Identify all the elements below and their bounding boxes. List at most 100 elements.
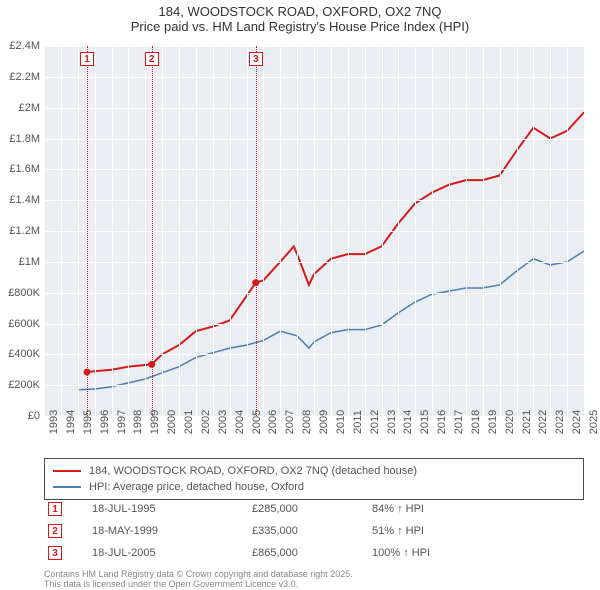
gridline-v	[61, 46, 62, 416]
chart-container: 184, WOODSTOCK ROAD, OXFORD, OX2 7NQ Pri…	[0, 0, 600, 590]
x-axis-label: 2013	[386, 410, 398, 434]
x-axis-label: 2021	[521, 410, 533, 434]
event-marker: 1	[80, 52, 94, 66]
footer-line: This data is licensed under the Open Gov…	[44, 580, 353, 590]
y-axis-label: £200K	[0, 379, 40, 391]
chart-plot-area: 1 2 3	[44, 46, 584, 416]
event-row: 3 18-JUL-2005 £865,000 100% ↑ HPI	[44, 542, 584, 564]
gridline-v	[314, 46, 315, 416]
event-price: £285,000	[252, 503, 372, 515]
gridline-v	[112, 46, 113, 416]
y-axis-label: £1M	[0, 256, 40, 268]
y-axis-label: £2.4M	[0, 40, 40, 52]
x-axis-label: 2005	[251, 410, 263, 434]
event-pct: 84% ↑ HPI	[372, 503, 492, 515]
title-block: 184, WOODSTOCK ROAD, OXFORD, OX2 7NQ Pri…	[0, 0, 600, 36]
legend-swatch	[53, 486, 81, 488]
gridline-v	[500, 46, 501, 416]
gridline-v	[365, 46, 366, 416]
event-price: £865,000	[252, 547, 372, 559]
gridline-v	[297, 46, 298, 416]
events-table: 1 18-JUL-1995 £285,000 84% ↑ HPI 2 18-MA…	[44, 498, 584, 564]
x-axis-label: 2000	[166, 410, 178, 434]
event-price: £335,000	[252, 525, 372, 537]
event-date: 18-JUL-1995	[92, 503, 252, 515]
gridline-v	[398, 46, 399, 416]
event-num: 2	[48, 524, 62, 538]
x-axis-label: 2025	[588, 410, 600, 434]
gridline-v	[78, 46, 79, 416]
y-axis-label: £800K	[0, 287, 40, 299]
x-axis-label: 2007	[284, 410, 296, 434]
gridline-v	[263, 46, 264, 416]
y-axis-label: £1.6M	[0, 163, 40, 175]
event-row: 2 18-MAY-1999 £335,000 51% ↑ HPI	[44, 520, 584, 542]
y-axis-label: £1.2M	[0, 225, 40, 237]
legend-swatch	[53, 470, 81, 472]
x-axis-label: 2023	[554, 410, 566, 434]
x-axis-label: 2016	[436, 410, 448, 434]
x-axis-label: 2024	[571, 410, 583, 434]
event-num: 3	[48, 546, 62, 560]
y-axis-label: £600K	[0, 318, 40, 330]
event-num: 1	[48, 502, 62, 516]
footer-note: Contains HM Land Registry data © Crown c…	[44, 570, 353, 590]
x-axis-label: 1998	[132, 410, 144, 434]
x-axis-label: 2006	[267, 410, 279, 434]
gridline-v	[517, 46, 518, 416]
gridline-v	[415, 46, 416, 416]
event-row: 1 18-JUL-1995 £285,000 84% ↑ HPI	[44, 498, 584, 520]
x-axis-label: 2009	[318, 410, 330, 434]
gridline-v	[432, 46, 433, 416]
event-line	[87, 46, 88, 416]
gridline-v	[95, 46, 96, 416]
gridline-v	[567, 46, 568, 416]
x-axis-label: 2008	[301, 410, 313, 434]
x-axis-label: 2015	[419, 410, 431, 434]
gridline-v	[128, 46, 129, 416]
x-axis-label: 1996	[99, 410, 111, 434]
gridline-v	[247, 46, 248, 416]
gridline-v	[179, 46, 180, 416]
event-pct: 51% ↑ HPI	[372, 525, 492, 537]
gridline-v	[145, 46, 146, 416]
x-axis-label: 2012	[369, 410, 381, 434]
x-axis-label: 2001	[183, 410, 195, 434]
event-marker: 2	[145, 52, 159, 66]
x-axis-label: 2017	[453, 410, 465, 434]
y-axis-label: £1.8M	[0, 133, 40, 145]
x-axis-label: 2010	[335, 410, 347, 434]
x-axis-label: 2019	[487, 410, 499, 434]
x-axis-label: 1994	[65, 410, 77, 434]
y-axis-label: £2.2M	[0, 71, 40, 83]
gridline-v	[44, 46, 45, 416]
legend: 184, WOODSTOCK ROAD, OXFORD, OX2 7NQ (de…	[44, 458, 584, 500]
y-axis-label: £400K	[0, 348, 40, 360]
x-axis-label: 1997	[116, 410, 128, 434]
legend-label: HPI: Average price, detached house, Oxfo…	[89, 481, 304, 493]
event-marker: 3	[249, 52, 263, 66]
gridline-v	[280, 46, 281, 416]
x-axis-label: 2014	[402, 410, 414, 434]
gridline-v	[584, 46, 585, 416]
title-sub: Price paid vs. HM Land Registry's House …	[0, 19, 600, 34]
event-date: 18-MAY-1999	[92, 525, 252, 537]
gridline-v	[230, 46, 231, 416]
gridline-v	[331, 46, 332, 416]
y-axis-label: £2M	[0, 102, 40, 114]
gridline-v	[196, 46, 197, 416]
gridline-v	[550, 46, 551, 416]
x-axis-label: 2002	[200, 410, 212, 434]
x-axis-label: 2004	[234, 410, 246, 434]
legend-row: 184, WOODSTOCK ROAD, OXFORD, OX2 7NQ (de…	[53, 463, 575, 479]
x-axis-label: 1995	[82, 410, 94, 434]
x-axis-label: 2003	[217, 410, 229, 434]
gridline-v	[162, 46, 163, 416]
gridline-v	[466, 46, 467, 416]
x-axis-label: 2020	[504, 410, 516, 434]
gridline-v	[533, 46, 534, 416]
x-axis-label: 2022	[537, 410, 549, 434]
y-axis-label: £1.4M	[0, 194, 40, 206]
gridline-v	[483, 46, 484, 416]
event-pct: 100% ↑ HPI	[372, 547, 492, 559]
